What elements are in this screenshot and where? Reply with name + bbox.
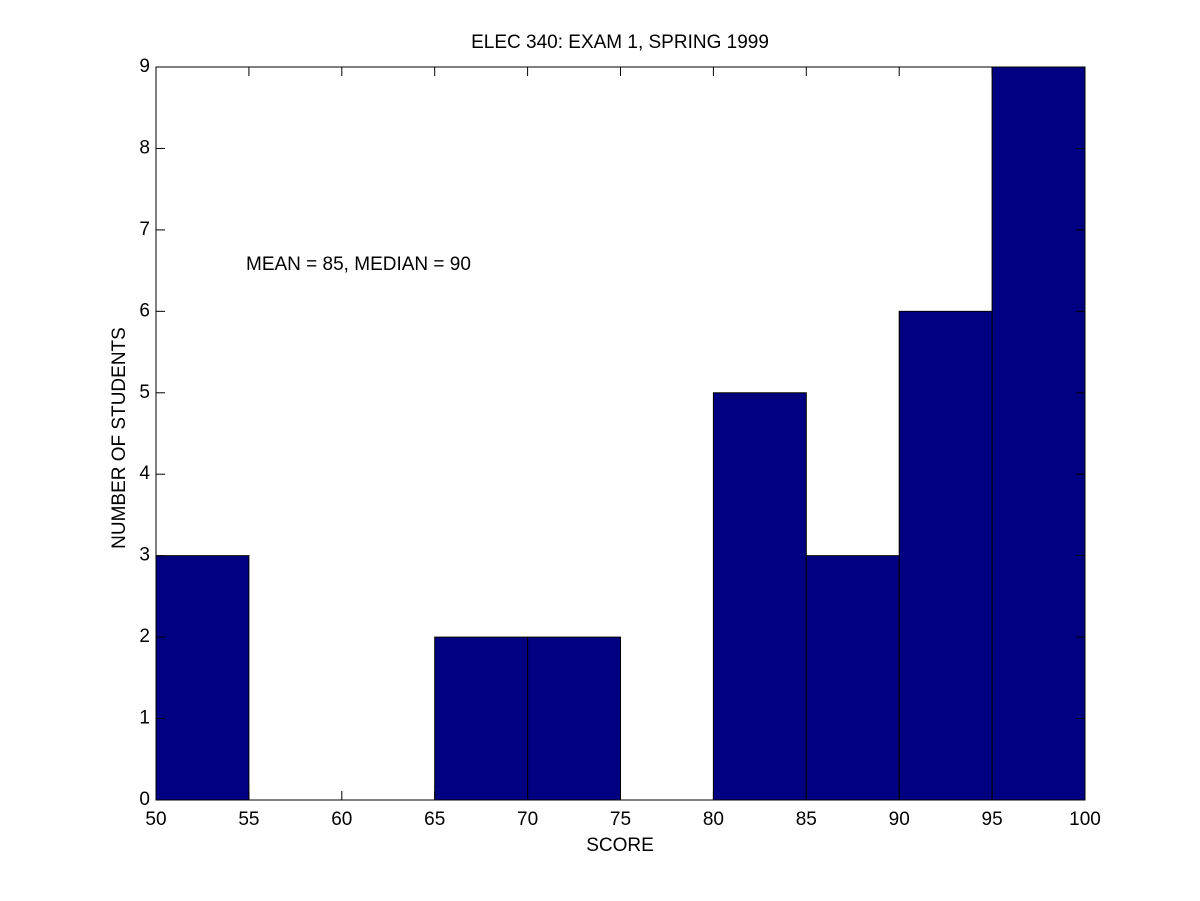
- x-tick-label: 100: [1069, 809, 1101, 830]
- y-tick-label: 0: [139, 789, 150, 810]
- y-tick-label: 9: [139, 56, 150, 77]
- bar: [712, 392, 807, 801]
- x-tick-label: 55: [238, 809, 259, 830]
- x-tick-label: 70: [517, 809, 538, 830]
- bar: [805, 555, 900, 801]
- bar: [434, 636, 529, 801]
- x-tick-label: 95: [982, 809, 1003, 830]
- y-tick-label: 5: [139, 382, 150, 403]
- chart-title: ELEC 340: EXAM 1, SPRING 1999: [471, 32, 769, 53]
- bar: [155, 555, 250, 801]
- y-axis-label: NUMBER OF STUDENTS: [109, 327, 130, 549]
- y-tick-label: 8: [139, 137, 150, 158]
- y-tick-label: 2: [139, 626, 150, 647]
- x-tick-label: 65: [424, 809, 445, 830]
- y-tick-label: 4: [139, 463, 150, 484]
- bar: [527, 636, 621, 801]
- x-tick-label: 80: [703, 809, 724, 830]
- x-tick-label: 60: [331, 809, 352, 830]
- x-axis-label: SCORE: [586, 835, 654, 856]
- x-tick-label: 50: [145, 809, 166, 830]
- bar: [898, 310, 993, 801]
- x-tick-label: 85: [796, 809, 817, 830]
- x-tick-label: 90: [889, 809, 910, 830]
- annotation: MEAN = 85, MEDIAN = 90: [246, 254, 471, 275]
- y-tick-label: 6: [139, 300, 150, 321]
- y-tick-label: 3: [139, 545, 150, 566]
- x-tick-label: 75: [610, 809, 631, 830]
- bar: [991, 66, 1086, 801]
- y-tick-label: 7: [139, 219, 150, 240]
- y-tick-label: 1: [139, 708, 150, 729]
